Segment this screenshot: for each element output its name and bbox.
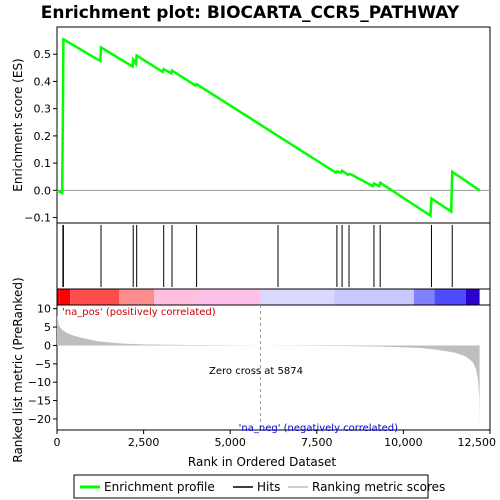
rank-ytick-label-4: −10 [28, 376, 51, 389]
rank-ytick-label-0: 10 [37, 303, 51, 316]
es-profile [56, 37, 490, 218]
gradient-segment-10 [465, 289, 480, 305]
es-y-axis-label: Enrichment score (ES) [11, 58, 25, 191]
xtick-label-5: 12,500 [458, 436, 497, 449]
ranking-metric-area [57, 305, 480, 430]
xtick-label-0: 0 [54, 436, 61, 449]
gradient-segment-8 [413, 289, 435, 305]
es-ytick-label-1: 0.0 [34, 184, 52, 197]
es-ytick-label-2: 0.1 [34, 157, 52, 170]
rank-panel [56, 304, 491, 431]
es-ytick-label-5: 0.4 [34, 75, 52, 88]
es-ytick-label-3: 0.2 [34, 130, 52, 143]
zero-cross-annotation: Zero cross at 5874 [209, 366, 303, 377]
negative-annotation: 'na_neg' (negatively correlated) [239, 423, 398, 434]
gradient-segment-1 [59, 289, 71, 305]
gradient-segment-0 [57, 289, 60, 305]
xtick-label-3: 7,500 [301, 436, 333, 449]
es-ytick-label-4: 0.3 [34, 103, 52, 116]
rank-y-axis-label: Ranked list metric (PreRanked) [11, 277, 25, 462]
rank-ytick-label-2: 0 [44, 339, 51, 352]
gradient-segment-5 [195, 289, 261, 305]
chart-title: Enrichment plot: BIOCARTA_CCR5_PATHWAY [41, 3, 460, 23]
x-axis: 0 2,500 5,000 7,500 10,000 12,500 [54, 430, 497, 449]
rank-ytick-label-6: −20 [28, 413, 51, 426]
gradient-segment-9 [434, 289, 466, 305]
xtick-label-2: 5,000 [214, 436, 246, 449]
rank-ytick-label-3: −5 [35, 358, 51, 371]
legend-label-ranking: Ranking metric scores [312, 480, 445, 494]
gradient-segment-7 [334, 289, 414, 305]
hits-panel [56, 222, 491, 290]
xtick-label-4: 10,000 [384, 436, 423, 449]
positive-annotation: 'na_pos' (positively correlated) [62, 307, 216, 318]
xtick-label-1: 2,500 [128, 436, 160, 449]
gradient-segment-6 [260, 289, 335, 305]
legend-label-hits: Hits [257, 480, 280, 494]
rank-gradient-bar [56, 288, 491, 306]
es-y-axis: −0.1 0.0 0.1 0.2 0.3 0.4 0.5 [24, 48, 57, 225]
es-ytick-label-0: −0.1 [24, 212, 51, 225]
gradient-segment-4 [153, 289, 196, 305]
gradient-segment-3 [119, 289, 154, 305]
es-panel [56, 26, 491, 224]
es-profile-line [56, 37, 481, 218]
gradient-segment-2 [70, 289, 120, 305]
es-ytick-label-6: 0.5 [34, 48, 52, 61]
rank-y-axis: 10 5 0 −5 −10 −15 −20 [28, 303, 57, 426]
rank-ytick-label-1: 5 [44, 321, 51, 334]
legend-label-enrichment: Enrichment profile [104, 480, 215, 494]
x-axis-label: Rank in Ordered Dataset [188, 455, 336, 469]
hit-marks [62, 225, 453, 287]
rank-ytick-label-5: −15 [28, 395, 51, 408]
